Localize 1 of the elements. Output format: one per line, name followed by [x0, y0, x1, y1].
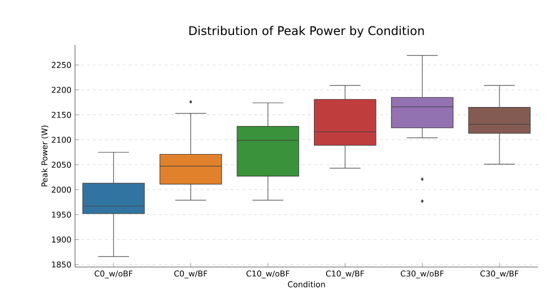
chart-title: Distribution of Peak Power by Condition [189, 26, 424, 38]
